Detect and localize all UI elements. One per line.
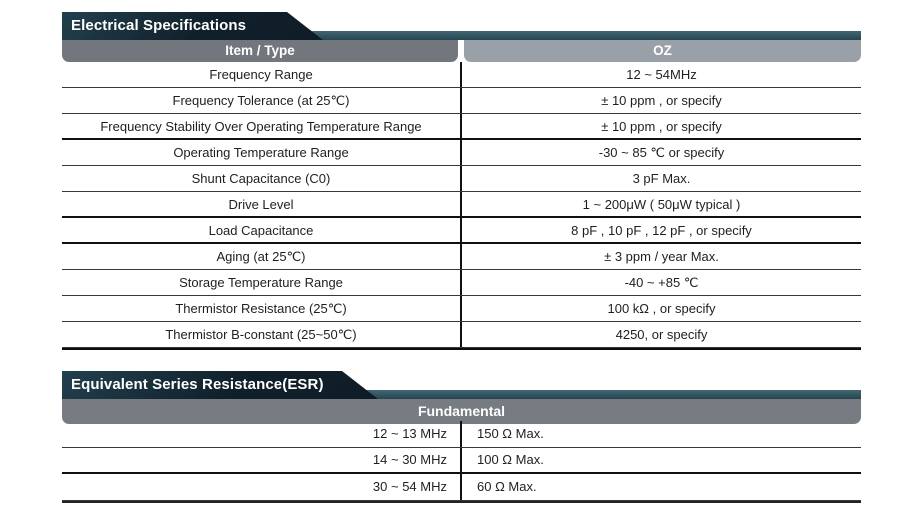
electrical-specs-banner: Electrical Specifications: [62, 12, 861, 40]
electrical-specifications-section: Electrical Specifications Item / Type OZ…: [62, 12, 861, 350]
table-row: Frequency Tolerance (at 25℃) ± 10 ppm , …: [62, 88, 861, 114]
table-row: 14 ~ 30 MHz 100 Ω Max.: [62, 447, 861, 474]
spec-table-header-row: Item / Type OZ: [62, 40, 861, 62]
table-row: Frequency Range 12 ~ 54MHz: [62, 62, 861, 88]
spec-value-cell: ± 3 ppm / year Max.: [460, 244, 861, 269]
table-row: Aging (at 25℃) ± 3 ppm / year Max.: [62, 244, 861, 270]
spec-value-cell: ± 10 ppm , or specify: [460, 88, 861, 113]
table-row: Storage Temperature Range -40 ~ +85 ℃: [62, 270, 861, 296]
spec-value-cell: 1 ~ 200μW ( 50μW typical ): [460, 192, 861, 216]
spec-value-cell: 12 ~ 54MHz: [460, 62, 861, 87]
column-header-item-type: Item / Type: [62, 40, 458, 62]
spec-item-cell: Drive Level: [228, 196, 294, 212]
spec-value-cell: 8 pF , 10 pF , 12 pF , or specify: [460, 218, 861, 242]
spec-table: Frequency Range 12 ~ 54MHz Frequency Tol…: [62, 62, 861, 350]
spec-item-cell: Aging (at 25℃): [216, 248, 306, 264]
spec-value-cell: -30 ~ 85 ℃ or specify: [460, 140, 861, 165]
table-row: 30 ~ 54 MHz 60 Ω Max.: [62, 474, 861, 501]
spec-item-cell: Storage Temperature Range: [179, 275, 343, 290]
esr-banner: Equivalent Series Resistance(ESR): [62, 371, 861, 399]
section-title: Electrical Specifications: [62, 12, 323, 40]
spec-value-cell: ± 10 ppm , or specify: [460, 114, 861, 138]
esr-resistance-cell: 60 Ω Max.: [460, 474, 861, 500]
table-row: 12 ~ 13 MHz 150 Ω Max.: [62, 421, 861, 448]
spec-value-cell: 3 pF Max.: [460, 166, 861, 191]
table-row: Load Capacitance 8 pF , 10 pF , 12 pF , …: [62, 218, 861, 244]
spec-item-cell: Frequency Tolerance (at 25℃): [172, 92, 350, 108]
table-row: Operating Temperature Range -30 ~ 85 ℃ o…: [62, 140, 861, 166]
banner-teal-strip: [62, 31, 861, 40]
esr-resistance-cell: 150 Ω Max.: [460, 421, 861, 447]
table-row: Thermistor Resistance (25℃) 100 kΩ , or …: [62, 296, 861, 322]
spec-item-cell: Thermistor B-constant (25~50℃): [165, 326, 357, 342]
spec-item-cell: Frequency Range: [209, 67, 313, 82]
spec-value-cell: 100 kΩ , or specify: [460, 296, 861, 321]
spec-value-cell: 4250, or specify: [460, 322, 861, 347]
spec-item-cell: Shunt Capacitance (C0): [191, 171, 331, 186]
esr-table: 12 ~ 13 MHz 150 Ω Max. 14 ~ 30 MHz 100 Ω…: [62, 421, 861, 503]
column-header-fundamental: Fundamental: [62, 399, 861, 424]
spec-item-cell: Operating Temperature Range: [173, 145, 349, 160]
esr-frequency-range-cell: 12 ~ 13 MHz: [372, 426, 447, 442]
column-header-oz: OZ: [464, 40, 861, 62]
spec-item-cell: Frequency Stability Over Operating Tempe…: [100, 118, 422, 134]
spec-value-cell: -40 ~ +85 ℃: [460, 270, 861, 295]
table-row: Shunt Capacitance (C0) 3 pF Max.: [62, 166, 861, 192]
esr-frequency-range-cell: 30 ~ 54 MHz: [372, 479, 447, 495]
spec-item-cell: Thermistor Resistance (25℃): [175, 300, 347, 316]
spec-item-cell: Load Capacitance: [208, 222, 314, 238]
esr-frequency-range-cell: 14 ~ 30 MHz: [372, 452, 447, 468]
table-row: Drive Level 1 ~ 200μW ( 50μW typical ): [62, 192, 861, 218]
esr-table-header-row: Fundamental: [62, 399, 861, 424]
esr-resistance-cell: 100 Ω Max.: [460, 447, 861, 472]
banner-teal-strip: [62, 390, 861, 399]
table-row: Frequency Stability Over Operating Tempe…: [62, 114, 861, 140]
esr-section: Equivalent Series Resistance(ESR) Fundam…: [62, 371, 861, 503]
section-title: Equivalent Series Resistance(ESR): [62, 371, 378, 399]
table-row: Thermistor B-constant (25~50℃) 4250, or …: [62, 322, 861, 348]
